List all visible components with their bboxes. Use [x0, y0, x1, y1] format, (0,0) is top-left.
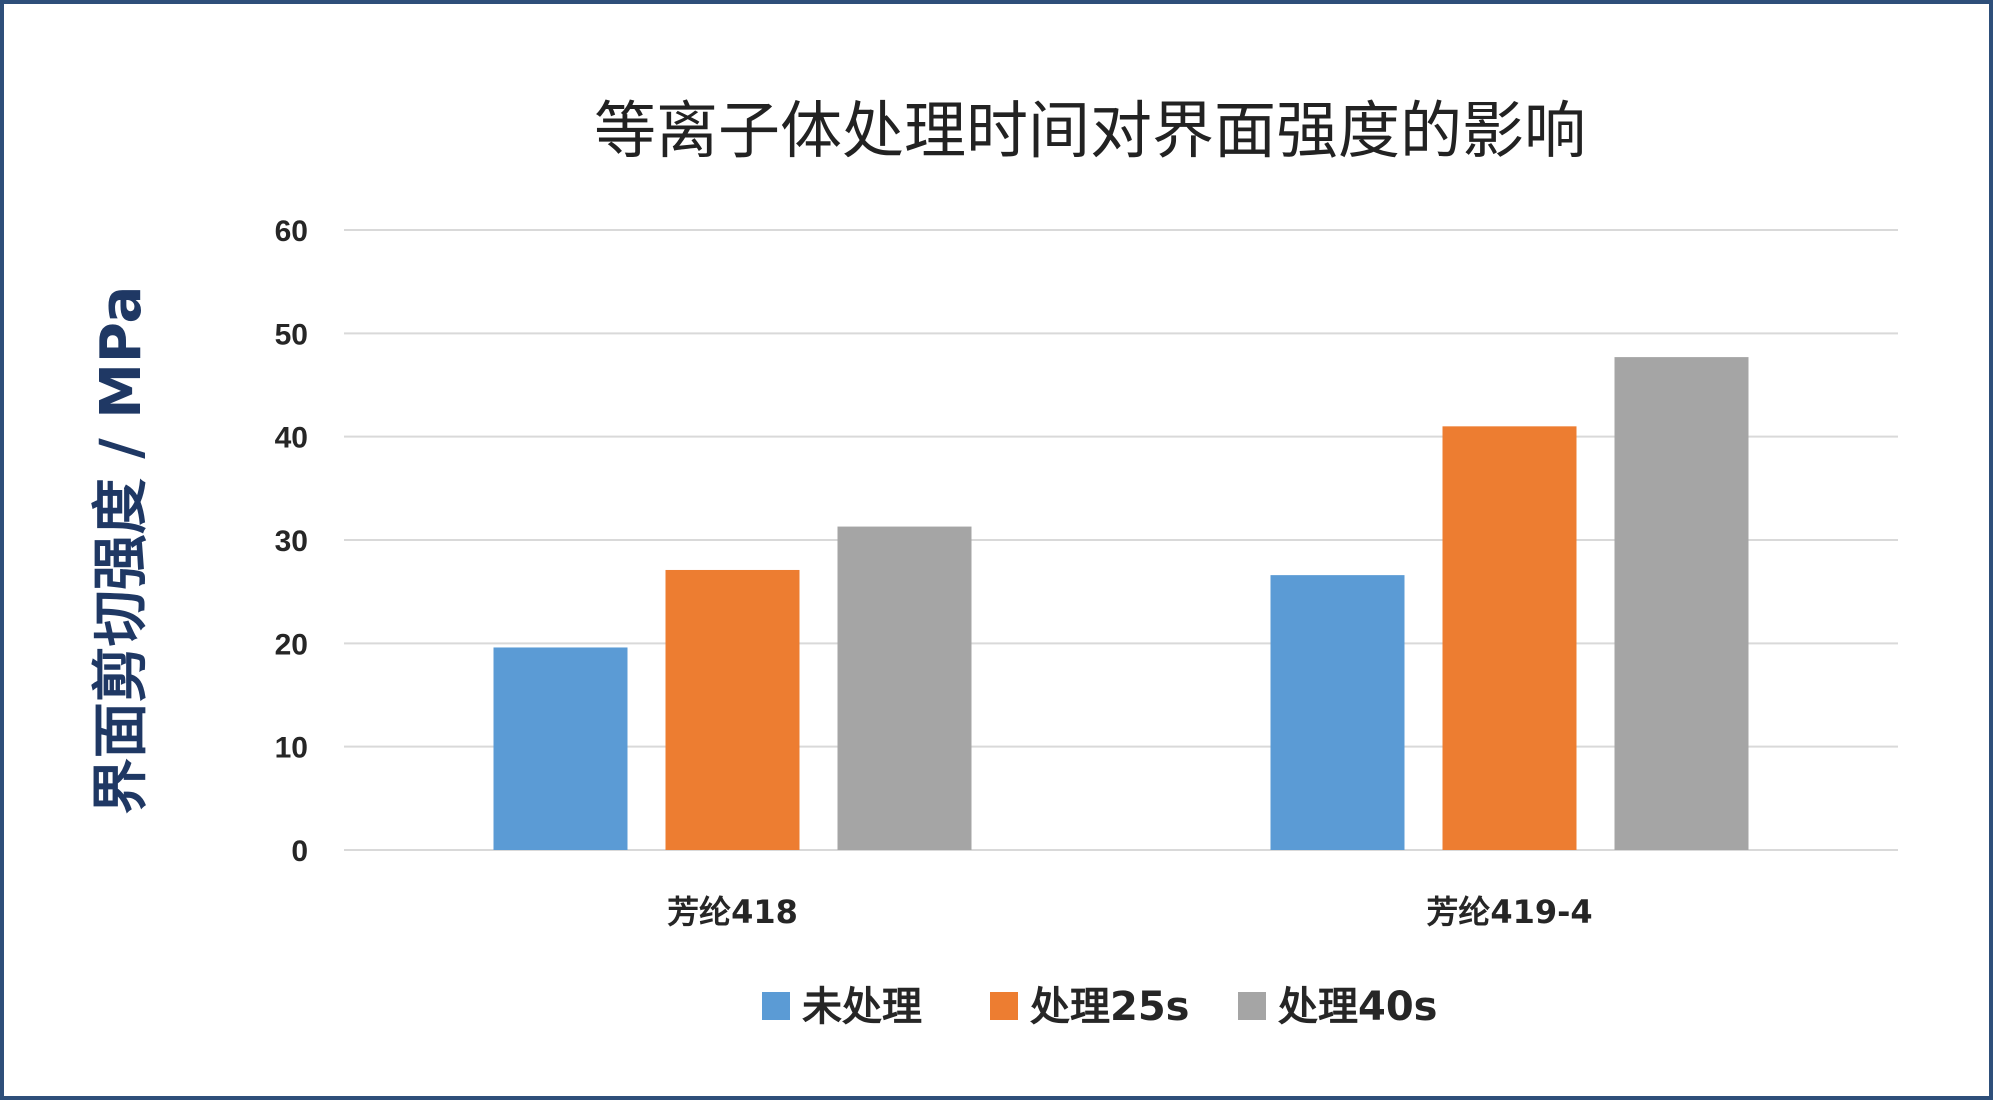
bars	[493, 357, 1749, 850]
bar-0-1	[665, 569, 800, 850]
y-axis-ticks: 0 10 20 30 40 50 60	[275, 215, 308, 868]
legend: 未处理 处理25s 处理40s	[762, 984, 1437, 1030]
legend-label-1: 处理25s	[1030, 984, 1189, 1030]
y-tick-label: 30	[275, 525, 308, 558]
legend-swatch-2	[1238, 992, 1266, 1020]
bar-1-1	[1442, 426, 1577, 850]
x-axis-categories: 芳纶418 芳纶419-4	[667, 893, 1593, 931]
legend-swatch-1	[990, 992, 1018, 1020]
legend-label-0: 未处理	[802, 984, 922, 1030]
bar-0-2	[837, 526, 972, 850]
y-tick-label: 20	[275, 628, 308, 661]
legend-swatch-0	[762, 992, 790, 1020]
y-tick-label: 0	[291, 835, 308, 868]
y-axis-label: 界面剪切强度 / MPa	[89, 286, 154, 815]
legend-label-2: 处理40s	[1278, 984, 1437, 1030]
bar-1-0	[1270, 575, 1405, 850]
bar-1-2	[1614, 357, 1749, 850]
bar-0-0	[493, 647, 628, 850]
y-tick-label: 10	[275, 732, 308, 765]
x-category-label: 芳纶419-4	[1426, 893, 1592, 931]
y-tick-label: 50	[275, 318, 308, 351]
x-category-label: 芳纶418	[667, 893, 798, 931]
chart-title: 等离子体处理时间对界面强度的影响	[594, 94, 1586, 167]
y-tick-label: 60	[275, 215, 308, 248]
y-tick-label: 40	[275, 422, 308, 455]
